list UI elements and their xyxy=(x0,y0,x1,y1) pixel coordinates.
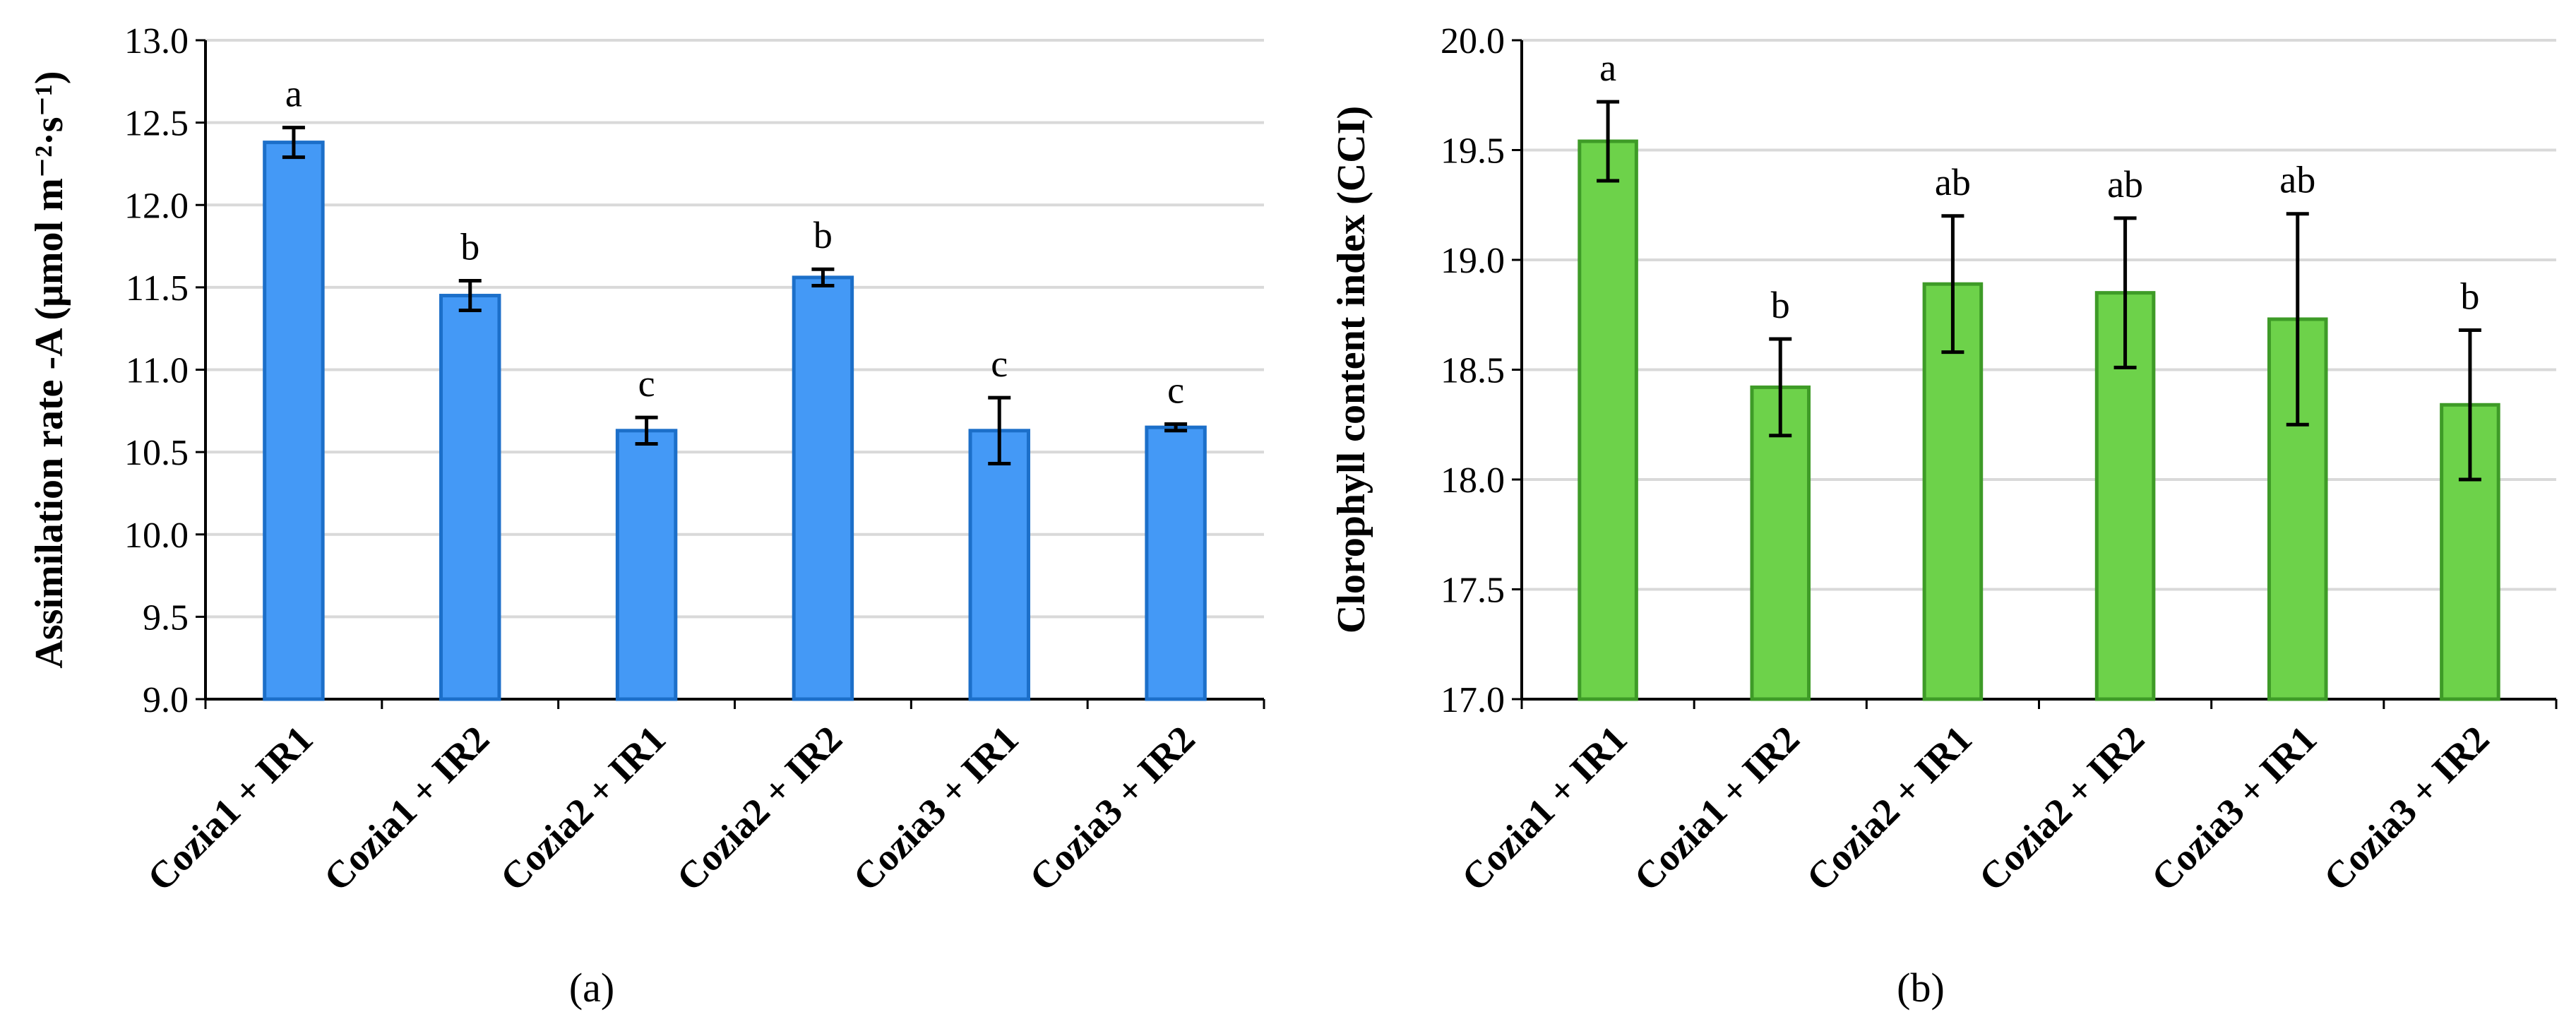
y-tick-label: 19.5 xyxy=(1441,131,1505,172)
x-tick-label: Cozia3 + IR2 xyxy=(1021,718,1203,899)
significance-letter: b xyxy=(460,226,479,268)
x-tick-label: Cozia1 + IR1 xyxy=(139,718,321,899)
bar xyxy=(1145,425,1207,701)
significance-letter: b xyxy=(813,214,833,256)
significance-letter: b xyxy=(1771,284,1790,326)
significance-letter: ab xyxy=(2279,159,2315,201)
y-tick-label: 11.0 xyxy=(126,351,189,391)
significance-letter: c xyxy=(991,343,1008,385)
y-tick-label: 10.0 xyxy=(124,516,189,556)
significance-letter: ab xyxy=(1935,161,1971,203)
panel-label: (a) xyxy=(569,965,614,1011)
y-tick-label: 20.0 xyxy=(1441,21,1505,61)
bar xyxy=(792,275,854,701)
y-tick-label: 9.0 xyxy=(143,680,189,720)
x-tick-label: Cozia1 + IR1 xyxy=(1453,718,1635,899)
bar xyxy=(1578,139,1638,701)
x-tick-label: Cozia3 + IR1 xyxy=(845,718,1027,899)
bar xyxy=(439,294,501,701)
significance-letter: a xyxy=(285,73,302,115)
significance-letter: a xyxy=(1599,47,1616,89)
y-tick-label: 10.5 xyxy=(124,433,189,473)
y-tick-label: 17.5 xyxy=(1441,571,1505,611)
y-tick-label: 18.0 xyxy=(1441,460,1505,501)
y-tick-label: 9.5 xyxy=(143,597,189,638)
bar xyxy=(615,429,678,701)
x-tick-label: Cozia3 + IR2 xyxy=(2315,718,2497,899)
x-tick-label: Cozia2 + IR2 xyxy=(1971,718,2152,899)
y-tick-label: 13.0 xyxy=(124,21,189,61)
y-tick-label: 12.0 xyxy=(124,186,189,226)
y-tick-label: 17.0 xyxy=(1441,680,1505,720)
y-tick-label: 11.5 xyxy=(126,268,189,309)
y-tick-label: 19.0 xyxy=(1441,241,1505,281)
chart-panel-a: 9.0 9.5 10.0 10.5 11.0 11.5 12.0 12.5 13.0 a Cozia… xyxy=(28,21,1265,1011)
x-tick-label: Cozia2 + IR1 xyxy=(1799,718,1980,899)
panel-label: (b) xyxy=(1897,965,1945,1011)
x-tick-label: Cozia2 + IR1 xyxy=(492,718,674,899)
bar xyxy=(1750,385,1811,701)
significance-letter: c xyxy=(638,362,655,405)
y-tick-label: 18.5 xyxy=(1441,351,1505,391)
bar xyxy=(968,429,1030,701)
x-tick-label: Cozia1 + IR2 xyxy=(316,718,497,899)
x-tick-label: Cozia3 + IR1 xyxy=(2143,718,2325,899)
bar xyxy=(263,141,325,701)
x-tick-label: Cozia1 + IR2 xyxy=(1626,718,1808,899)
significance-letter: ab xyxy=(2107,163,2143,206)
y-axis-title: Assimilation rate -A (μmol m⁻²·s⁻¹) xyxy=(28,71,71,668)
x-tick-label: Cozia2 + IR2 xyxy=(669,718,850,899)
chart-panel-b: 17.0 17.5 18.0 18.5 19.0 19.5 20.0 a Cozia1 + IR… xyxy=(1330,21,2558,1011)
significance-letter: b xyxy=(2460,275,2479,318)
y-tick-label: 12.5 xyxy=(124,104,189,144)
significance-letter: c xyxy=(1167,369,1184,411)
y-axis-title: Clorophyll content index (CCI) xyxy=(1330,106,1373,633)
